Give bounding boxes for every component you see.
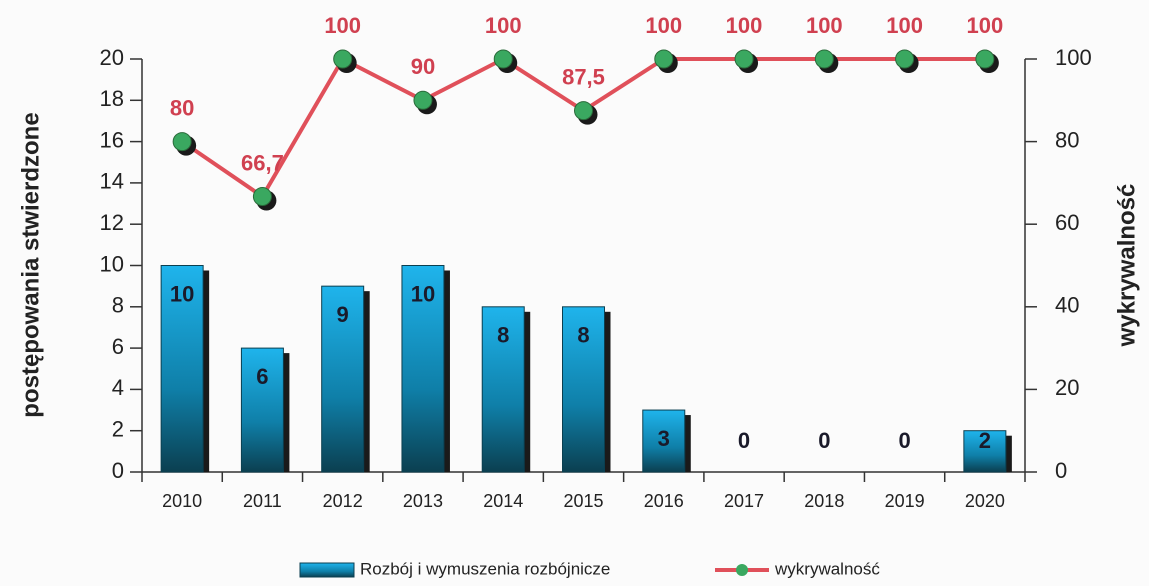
bar-label: 2 xyxy=(979,428,991,453)
bar-label: 6 xyxy=(256,364,268,389)
y-tick-label: 12 xyxy=(100,210,124,235)
marker xyxy=(252,187,272,207)
bar xyxy=(160,265,204,473)
y-tick-label: 0 xyxy=(112,458,124,483)
bar-label: 0 xyxy=(898,428,910,453)
marker xyxy=(975,49,995,69)
x-tick-label: 2011 xyxy=(243,491,282,511)
line-label: 66,7 xyxy=(241,150,284,175)
line-label: 100 xyxy=(726,13,763,38)
y-tick-label: 6 xyxy=(112,334,124,359)
marker xyxy=(493,49,513,69)
marker xyxy=(895,49,915,69)
y-tick-label: 2 xyxy=(112,417,124,442)
y2-tick-label: 0 xyxy=(1055,458,1067,483)
x-tick-label: 2016 xyxy=(644,491,684,511)
x-tick-label: 2019 xyxy=(885,491,925,511)
y-axis-label: postępowania stwierdzone xyxy=(17,112,44,417)
bar-label: 0 xyxy=(818,428,830,453)
marker xyxy=(413,90,433,110)
bar-label: 3 xyxy=(658,426,670,451)
bar-label: 8 xyxy=(497,323,509,348)
legend-label: Rozbój i wymuszenia rozbójnicze xyxy=(360,559,610,578)
y-tick-label: 20 xyxy=(100,45,124,70)
bar-label: 0 xyxy=(738,428,750,453)
y-tick-label: 8 xyxy=(112,293,124,318)
legend-marker xyxy=(736,564,748,576)
x-tick-label: 2013 xyxy=(403,491,443,511)
bar xyxy=(240,347,284,473)
y2-tick-label: 20 xyxy=(1055,375,1079,400)
y2-tick-label: 100 xyxy=(1055,45,1092,70)
bar-label: 10 xyxy=(170,281,194,306)
y2-tick-label: 60 xyxy=(1055,210,1079,235)
marker xyxy=(333,49,353,69)
marker xyxy=(654,49,674,69)
bar xyxy=(562,306,605,473)
marker xyxy=(172,132,192,152)
line-label: 100 xyxy=(967,13,1004,38)
x-tick-label: 2014 xyxy=(483,491,523,511)
legend-label: wykrywalność xyxy=(774,559,880,578)
line-label: 80 xyxy=(170,95,194,120)
line-label: 100 xyxy=(806,13,843,38)
x-tick-label: 2015 xyxy=(563,491,603,511)
bar-label: 10 xyxy=(411,281,435,306)
bar xyxy=(481,306,525,473)
y2-axis-label: wykrywalność xyxy=(1113,184,1140,348)
x-tick-label: 2018 xyxy=(804,491,844,511)
bar xyxy=(642,409,686,473)
marker xyxy=(574,101,593,121)
x-tick-label: 2012 xyxy=(323,491,363,511)
line-label: 100 xyxy=(324,13,361,38)
y2-tick-label: 80 xyxy=(1055,127,1079,152)
y-tick-label: 4 xyxy=(112,375,124,400)
bar xyxy=(321,285,365,473)
bar-label: 8 xyxy=(577,323,589,348)
x-tick-label: 2020 xyxy=(965,491,1005,511)
marker xyxy=(734,49,754,69)
line-label: 100 xyxy=(485,13,522,38)
line-label: 100 xyxy=(645,13,682,38)
marker xyxy=(814,49,834,69)
y-tick-label: 14 xyxy=(100,169,124,194)
legend-swatch xyxy=(299,562,355,578)
x-tick-label: 2017 xyxy=(724,491,764,511)
bar xyxy=(963,430,1007,473)
y-tick-label: 18 xyxy=(100,86,124,111)
y-tick-label: 10 xyxy=(100,251,124,276)
y-tick-label: 16 xyxy=(100,127,124,152)
line-label: 100 xyxy=(886,13,923,38)
bar xyxy=(401,265,445,473)
bar-label: 9 xyxy=(337,302,349,327)
x-tick-label: 2010 xyxy=(162,491,202,511)
line-label: 90 xyxy=(411,54,435,79)
y2-tick-label: 40 xyxy=(1055,293,1079,318)
line-label: 87,5 xyxy=(562,64,605,89)
